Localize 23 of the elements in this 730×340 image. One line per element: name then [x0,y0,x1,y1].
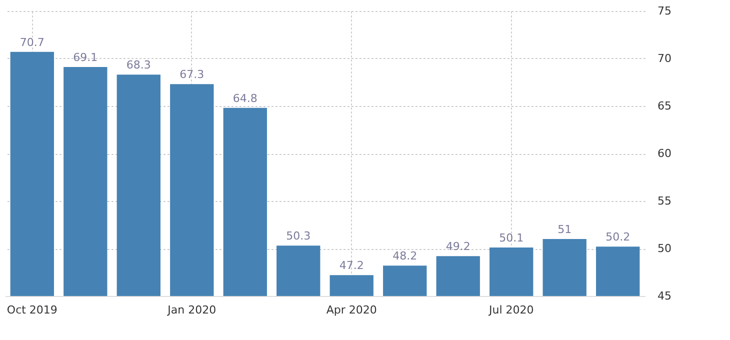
data-label: 48.2 [392,250,418,263]
x-tick-label: Jul 2020 [488,304,534,316]
x-tick-label: Oct 2019 [6,304,58,316]
y-tick-label: 70 [658,52,672,65]
data-label: 50.2 [606,230,630,244]
x-tick-label: Jan 2020 [166,304,216,316]
data-label: 50.1 [499,232,524,245]
y-tick-label: 55 [658,194,672,208]
y-tick-label: 75 [658,4,672,18]
data-label: 64.8 [232,92,258,105]
data-label: 67.3 [180,68,204,82]
data-label: 49.2 [446,240,470,254]
y-tick-label: 60 [658,147,672,160]
data-label: 51 [558,223,572,236]
data-label: 69.1 [73,51,98,64]
y-tick-label: 45 [658,290,672,302]
y-tick-label: 65 [658,100,672,112]
data-label: 68.3 [126,58,151,72]
data-label: 47.2 [339,259,364,272]
data-label: 50.3 [286,230,311,243]
x-tick-label: Apr 2020 [326,304,377,316]
data-label: 70.7 [20,36,44,49]
y-tick-label: 50 [658,242,672,255]
